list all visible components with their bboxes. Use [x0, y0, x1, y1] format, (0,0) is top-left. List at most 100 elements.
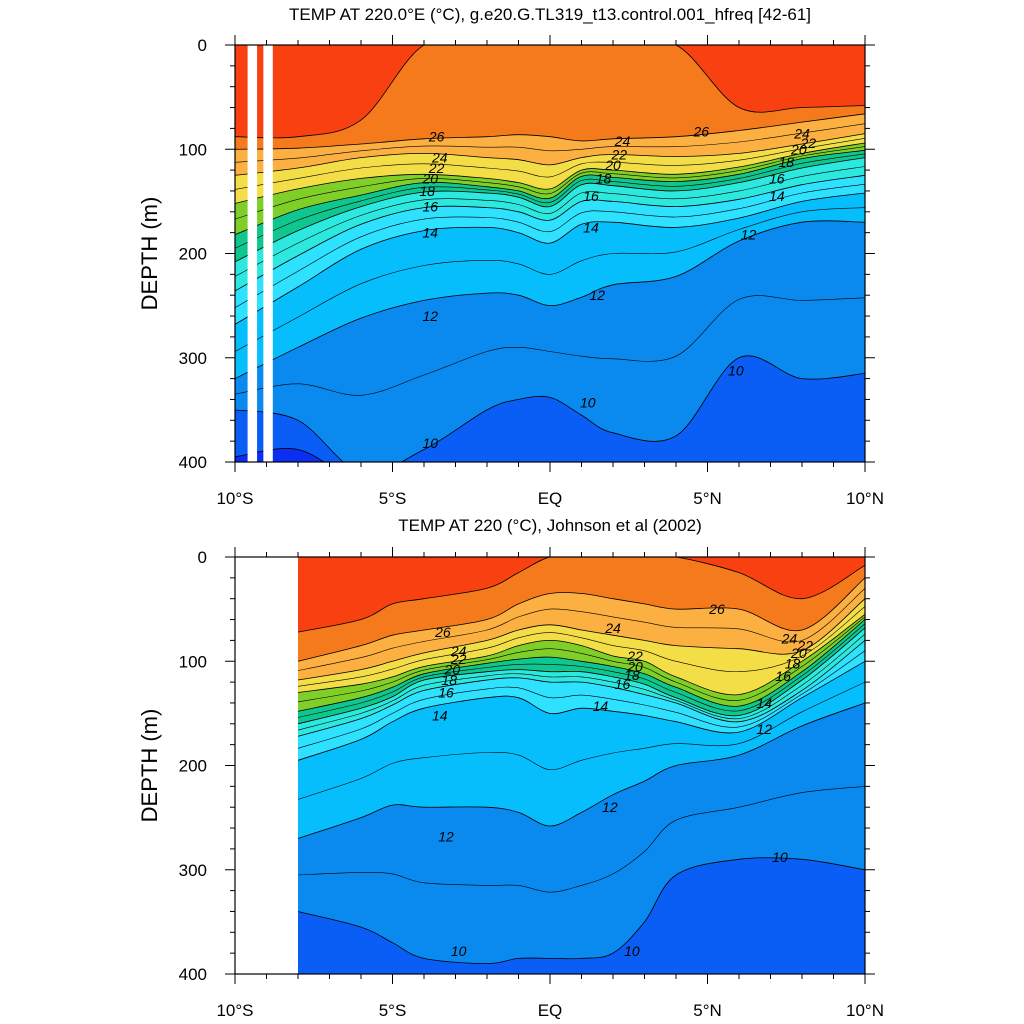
y-tick-label: 400: [179, 453, 207, 472]
contour-label-16: 16: [775, 668, 791, 684]
contour-line-27: [235, 45, 865, 139]
y-tick-label: 200: [179, 757, 207, 776]
contour-line: [235, 146, 865, 220]
contour-label-20: 20: [626, 658, 643, 674]
contour-label-16: 16: [423, 199, 439, 215]
contour-label-20: 20: [790, 141, 807, 157]
contour-label-14: 14: [593, 698, 609, 714]
contour-line: [235, 166, 865, 277]
contour-line: [297, 588, 865, 671]
contour-label-24: 24: [614, 133, 631, 149]
contour-label-14: 14: [583, 219, 599, 235]
contour-label-18: 18: [441, 672, 457, 688]
missing-data-region: [247, 45, 258, 462]
contour-label-12: 12: [741, 227, 757, 243]
contour-line: [297, 681, 865, 800]
y-axis-label: DEPTH (m): [137, 709, 162, 823]
contour-line-14: [297, 660, 865, 761]
contour-line: [235, 295, 865, 396]
x-tick-label: 5°S: [379, 1001, 407, 1020]
contour-label-10: 10: [423, 435, 439, 451]
contour-label-10: 10: [728, 362, 744, 378]
contour-line-27: [297, 557, 865, 633]
band-above-27: [235, 45, 865, 138]
contour-label-24: 24: [604, 620, 621, 636]
contour-label-26: 26: [434, 624, 451, 640]
contour-label-20: 20: [604, 157, 621, 173]
contour-label-20: 20: [444, 662, 461, 678]
x-tick-label: 5°N: [693, 1001, 722, 1020]
contour-label-14: 14: [423, 225, 439, 241]
x-tick-label: EQ: [538, 489, 563, 508]
contour-line: [235, 183, 865, 308]
y-tick-label: 300: [179, 349, 207, 368]
y-tick-label: 0: [198, 36, 207, 55]
y-tick-label: 0: [198, 548, 207, 567]
contour-label-20: 20: [790, 645, 807, 661]
contour-label-22: 22: [611, 146, 628, 162]
contour-line: [235, 138, 865, 190]
contour-label-24: 24: [431, 150, 448, 166]
contour-label-22: 22: [428, 160, 445, 176]
contour-label-18: 18: [419, 183, 435, 199]
contour-line: [297, 606, 865, 687]
contour-label-16: 16: [769, 170, 785, 186]
x-tick-label: EQ: [538, 1001, 563, 1020]
contour-label-12: 12: [423, 308, 439, 324]
contour-line-26: [235, 113, 865, 150]
chart-title: TEMP AT 220 (°C), Johnson et al (2002): [398, 516, 702, 535]
contour-label-14: 14: [432, 707, 448, 723]
contour-label-22: 22: [626, 648, 643, 664]
y-tick-label: 100: [179, 652, 207, 671]
contour-line-22: [235, 142, 865, 204]
chart-title: TEMP AT 220.0°E (°C), g.e20.G.TL319_t13.…: [289, 5, 811, 24]
contour-label-22: 22: [796, 638, 813, 654]
contour-label-10: 10: [451, 943, 467, 959]
contour-label-10: 10: [772, 849, 788, 865]
x-tick-label: 10°S: [216, 489, 253, 508]
y-tick-label: 300: [179, 861, 207, 880]
contour-label-16: 16: [438, 685, 454, 701]
contour-label-18: 18: [624, 667, 640, 683]
contour-line-20: [297, 619, 865, 712]
contour-label-10: 10: [624, 943, 640, 959]
x-tick-label: 5°S: [379, 489, 407, 508]
contour-line-16: [235, 174, 865, 292]
x-tick-label: 5°N: [693, 489, 722, 508]
x-tick-label: 10°S: [216, 1001, 253, 1020]
contour-line-26: [297, 577, 865, 662]
contour-line: [235, 123, 865, 163]
y-tick-label: 400: [179, 965, 207, 984]
contour-line: [297, 650, 865, 749]
contour-line: [297, 633, 865, 731]
contour-label-22: 22: [800, 135, 817, 151]
x-tick-label: 10°N: [846, 489, 884, 508]
contour-line-12: [235, 220, 865, 379]
contour-label-24: 24: [793, 126, 810, 142]
contour-line-20: [235, 149, 865, 236]
contour-label-18: 18: [778, 154, 794, 170]
contour-line-10: [235, 355, 865, 462]
contour-label-12: 12: [602, 799, 618, 815]
contour-line-24: [235, 133, 865, 176]
contour-line: [235, 153, 865, 249]
contour-line: [297, 616, 865, 703]
contour-line-22: [297, 613, 865, 696]
contour-line-24: [297, 598, 865, 681]
contour-label-12: 12: [438, 828, 454, 844]
contour-label-10: 10: [580, 395, 596, 411]
contour-label-26: 26: [692, 124, 709, 140]
contour-line-18: [297, 627, 865, 725]
contour-label-20: 20: [422, 170, 439, 186]
contour-line-14: [235, 192, 865, 325]
contour-label-26: 26: [708, 601, 725, 617]
contour-line-18: [235, 157, 865, 263]
x-tick-label: 10°N: [846, 1001, 884, 1020]
contour-line: [297, 786, 865, 893]
missing-data-region: [263, 45, 273, 462]
